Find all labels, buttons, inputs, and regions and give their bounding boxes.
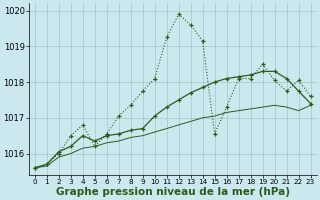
X-axis label: Graphe pression niveau de la mer (hPa): Graphe pression niveau de la mer (hPa): [56, 187, 290, 197]
